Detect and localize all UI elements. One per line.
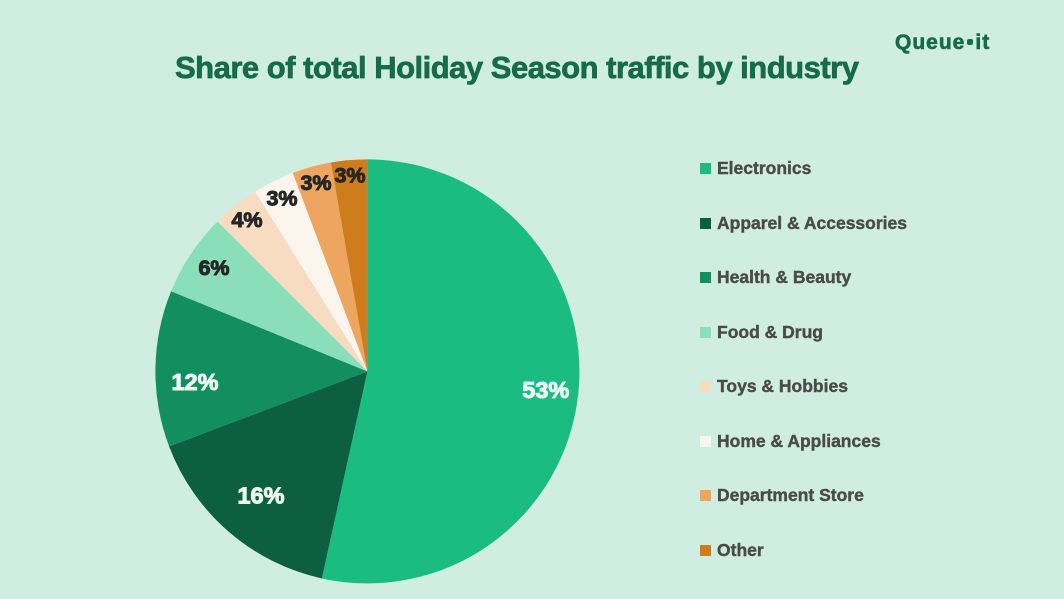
svg-text:3%: 3% <box>266 187 297 211</box>
svg-text:3%: 3% <box>334 164 365 188</box>
svg-text:53%: 53% <box>522 377 569 403</box>
svg-text:12%: 12% <box>171 369 218 395</box>
svg-text:6%: 6% <box>198 256 229 280</box>
svg-text:16%: 16% <box>237 483 284 509</box>
svg-text:4%: 4% <box>231 208 262 232</box>
svg-text:3%: 3% <box>300 171 331 195</box>
